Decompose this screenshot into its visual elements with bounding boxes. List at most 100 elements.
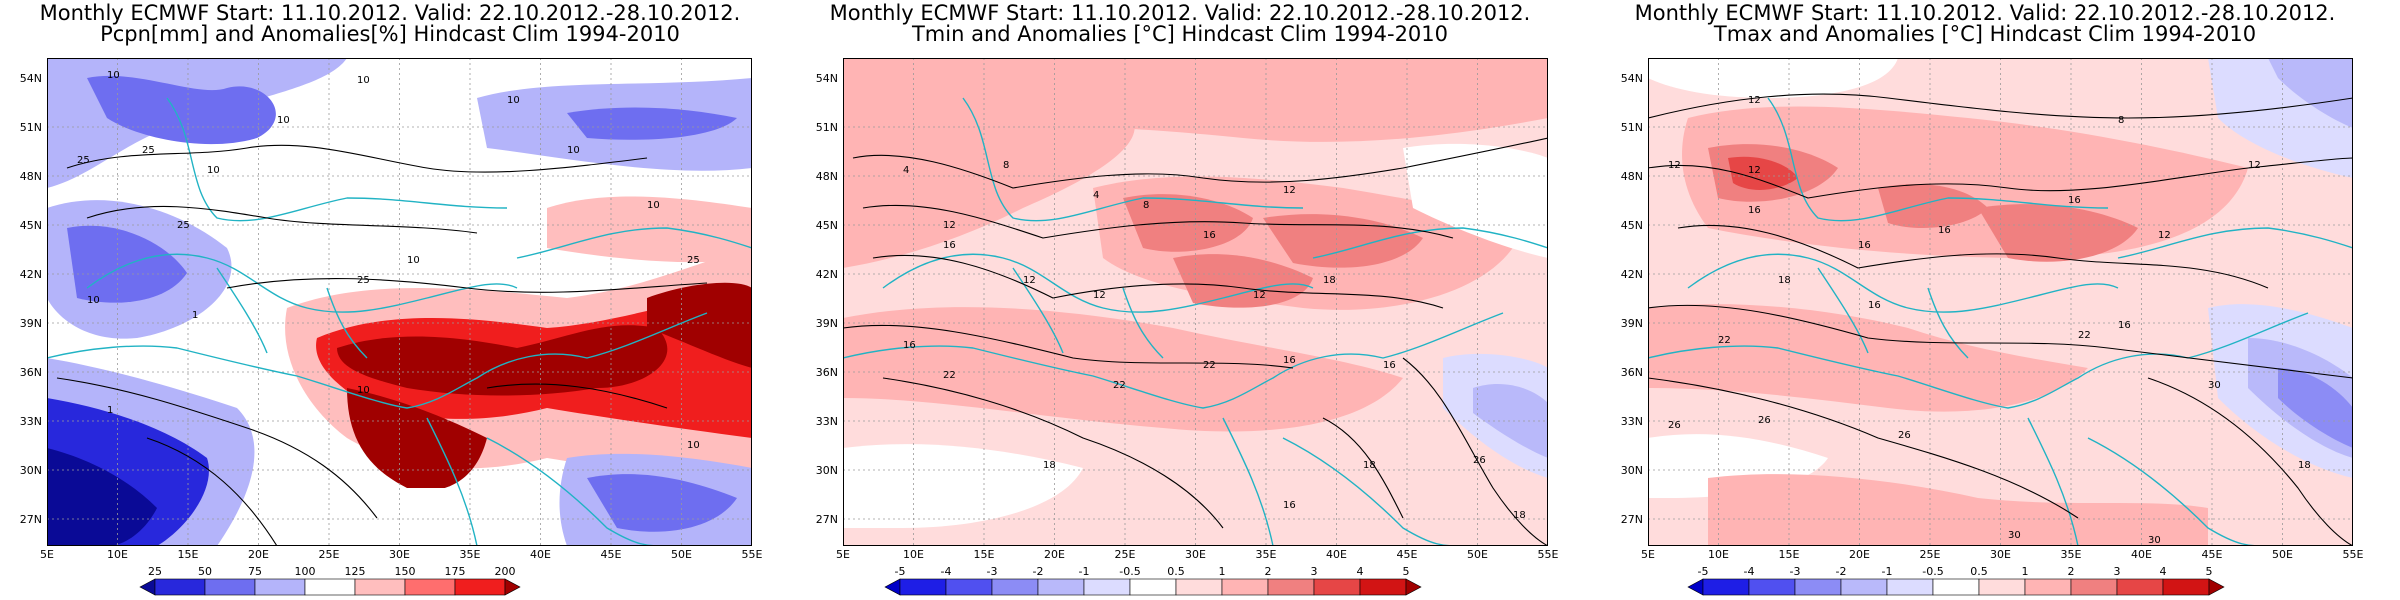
contour-label: 10	[647, 200, 660, 211]
colorbar-label: 125	[345, 565, 366, 578]
contour-label: 30	[2148, 535, 2161, 546]
x-tick-label: 10E	[1708, 548, 1729, 561]
contour-label: 25	[177, 220, 190, 231]
x-tick-label: 35E	[460, 548, 481, 561]
contour-labels: 12 8 12 12 12 16 16 16 16 12 16 18 22 16…	[1668, 95, 2311, 546]
panel-tmax: Monthly ECMWF Start: 11.10.2012. Valid: …	[1621, 1, 2364, 596]
contour-label: 18	[1323, 275, 1336, 286]
y-tick-label: 45N	[20, 219, 42, 232]
y-tick-label: 42N	[20, 268, 42, 281]
y-tick-label: 36N	[816, 366, 838, 379]
colorbar: 25 50 75 100 125 150 175 200	[139, 565, 521, 596]
colorbar-label: 4	[2160, 565, 2167, 578]
contour-label: 12	[2248, 160, 2261, 171]
x-tick-label: 30E	[1185, 548, 1206, 561]
colorbar-label: -0.5	[1922, 565, 1943, 578]
colorbar: -5 -4 -3 -2 -1 -0.5 0.5 1 2 3 4 5	[884, 565, 1422, 596]
x-tick-label: 45E	[2202, 548, 2223, 561]
contour-label: 1	[107, 405, 113, 416]
y-tick-label: 42N	[1621, 268, 1643, 281]
contour-label: 16	[943, 240, 956, 251]
colorbar-label: 1	[1219, 565, 1226, 578]
colorbar-label: -2	[1033, 565, 1044, 578]
contour-label: 4	[903, 165, 909, 176]
contour-label: 30	[2208, 380, 2221, 391]
panel-tmin: Monthly ECMWF Start: 11.10.2012. Valid: …	[816, 1, 1559, 596]
x-tick-label: 30E	[1990, 548, 2011, 561]
y-tick-label: 33N	[20, 415, 42, 428]
y-tick-label: 39N	[20, 317, 42, 330]
contour-label: 10	[407, 255, 420, 266]
y-tick-label: 30N	[20, 464, 42, 477]
y-tick-label: 30N	[1621, 464, 1643, 477]
panel-title-line2: Pcpn[mm] and Anomalies[%] Hindcast Clim …	[100, 22, 680, 46]
contour-label: 4	[1093, 190, 1099, 201]
contour-label: 10	[207, 165, 220, 176]
x-tick-label: 55E	[2343, 548, 2364, 561]
x-tick-label: 5E	[40, 548, 54, 561]
colorbar-label: 150	[395, 565, 416, 578]
y-tick-label: 33N	[1621, 415, 1643, 428]
contour-label: 18	[1363, 460, 1376, 471]
colorbar-label: 0.5	[1970, 565, 1988, 578]
x-tick-label: 5E	[836, 548, 850, 561]
contour-label: 22	[1203, 360, 1216, 371]
y-tick-label: 36N	[1621, 366, 1643, 379]
contour-label: 16	[2068, 195, 2081, 206]
colorbar-label: -3	[1790, 565, 1801, 578]
x-tick-label: 25E	[1115, 548, 1136, 561]
panel-precipitation: Monthly ECMWF Start: 11.10.2012. Valid: …	[20, 1, 763, 596]
y-tick-label: 42N	[816, 268, 838, 281]
contour-label: 12	[1748, 95, 1761, 106]
contour-label: 12	[1093, 290, 1106, 301]
contour-label: 12	[2158, 230, 2171, 241]
colorbar-label: -1	[1079, 565, 1090, 578]
y-tick-label: 54N	[1621, 72, 1643, 85]
x-tick-label: 15E	[1779, 548, 1800, 561]
colorbar: -5 -4 -3 -2 -1 -0.5 0.5 1 2 3 4 5	[1687, 565, 2225, 596]
panel-title-line2: Tmax and Anomalies [°C] Hindcast Clim 19…	[1713, 22, 2256, 46]
colorbar-label: 100	[295, 565, 316, 578]
y-tick-label: 51N	[20, 121, 42, 134]
colorbar-label: 175	[445, 565, 466, 578]
contour-label: 10	[107, 70, 120, 81]
x-tick-label: 55E	[742, 548, 763, 561]
x-tick-label: 50E	[1467, 548, 1488, 561]
contour-label: 8	[1003, 160, 1009, 171]
x-tick-label: 40E	[2131, 548, 2152, 561]
x-tick-label: 40E	[1326, 548, 1347, 561]
contour-label: 12	[943, 220, 956, 231]
contour-label: 16	[1283, 500, 1296, 511]
y-tick-label: 51N	[816, 121, 838, 134]
x-tick-label: 50E	[2272, 548, 2293, 561]
colorbar-label: -2	[1836, 565, 1847, 578]
contour-label: 16	[903, 340, 916, 351]
contour-label: 22	[1113, 380, 1126, 391]
y-tick-label: 27N	[20, 513, 42, 526]
colorbar-label: 3	[1311, 565, 1318, 578]
x-tick-label: 10E	[903, 548, 924, 561]
colorbar-label: 3	[2114, 565, 2121, 578]
contour-label: 26	[1758, 415, 1771, 426]
panel-title-line1: Monthly ECMWF Start: 11.10.2012. Valid: …	[40, 1, 741, 25]
colorbar-label: 25	[148, 565, 162, 578]
contour-label: 16	[1748, 205, 1761, 216]
y-tick-label: 27N	[1621, 513, 1643, 526]
x-tick-label: 35E	[1256, 548, 1277, 561]
contour-label: 22	[943, 370, 956, 381]
colorbar-label: 5	[1403, 565, 1410, 578]
contour-label: 22	[2078, 330, 2091, 341]
contour-label: 25	[357, 275, 370, 286]
x-tick-label: 55E	[1538, 548, 1559, 561]
contour-label: 10	[277, 115, 290, 126]
x-tick-label: 20E	[1044, 548, 1065, 561]
contour-label: 10	[357, 385, 370, 396]
colorbar-label: -4	[941, 565, 952, 578]
colorbar-label: -0.5	[1119, 565, 1140, 578]
x-tick-label: 30E	[389, 548, 410, 561]
contour-labels: 4 8 4 8 12 12 16 16 12 12 18 12 16 22 22…	[903, 160, 1526, 521]
contour-label: 16	[1858, 240, 1871, 251]
y-tick-label: 54N	[20, 72, 42, 85]
x-tick-label: 20E	[1849, 548, 1870, 561]
colorbar-label: 2	[1265, 565, 1272, 578]
